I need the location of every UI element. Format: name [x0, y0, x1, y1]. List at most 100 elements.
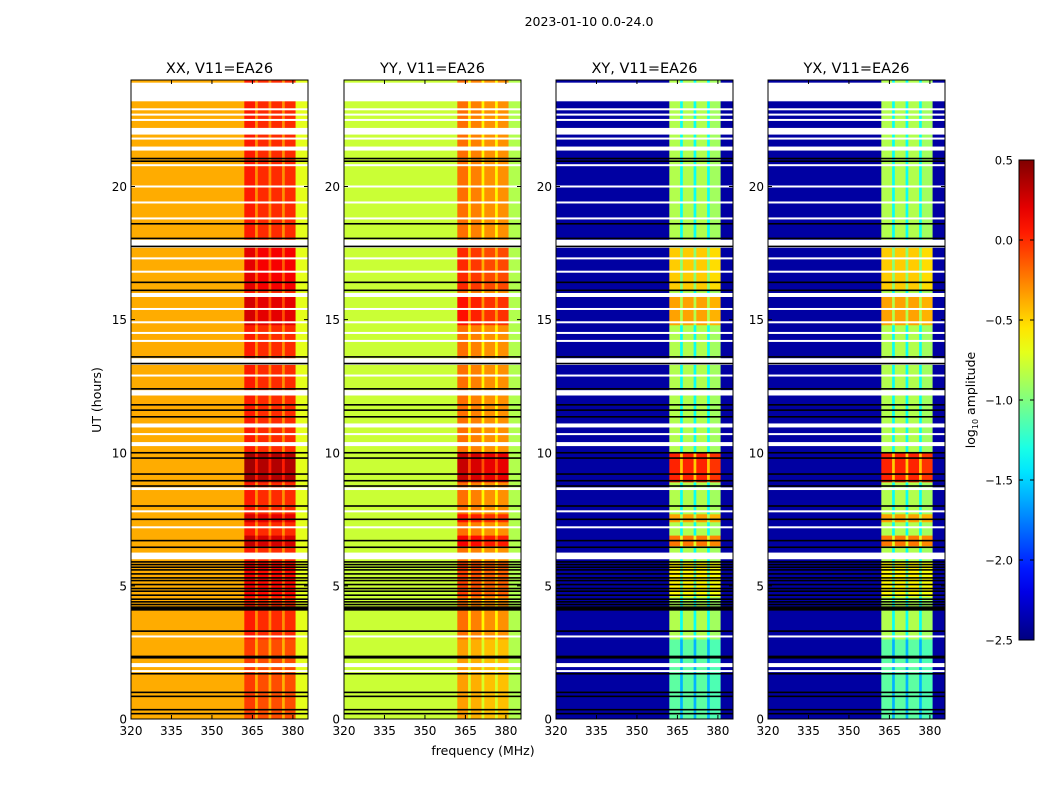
y-tick-label: 0: [756, 713, 764, 727]
x-tick-label: 320: [757, 724, 780, 738]
black-line: [556, 590, 733, 592]
heatmap-cell: [905, 596, 909, 640]
flagged-line: [344, 164, 521, 167]
heatmap-cell: [696, 247, 708, 291]
flagged-band: [131, 663, 308, 668]
flagged-line: [344, 270, 521, 273]
black-line: [344, 609, 521, 611]
heatmap-cell: [892, 639, 896, 720]
black-line: [344, 603, 521, 606]
black-line: [556, 655, 733, 658]
y-tick-label: 0: [544, 713, 552, 727]
heatmap-cell: [720, 639, 734, 720]
black-line: [131, 607, 308, 610]
flagged-line: [131, 321, 308, 324]
black-line: [556, 362, 733, 365]
heatmap-cell: [484, 513, 496, 523]
heatmap-cell: [696, 561, 708, 597]
heatmap-cell: [696, 290, 708, 294]
flagged-line: [131, 307, 308, 310]
heatmap-cell: [693, 247, 697, 291]
heatmap-cell: [268, 482, 272, 515]
heatmap-cell: [131, 452, 245, 483]
heatmap-cell: [881, 596, 893, 640]
black-line: [131, 566, 308, 569]
black-line: [344, 566, 521, 569]
heatmap-cell: [284, 521, 296, 536]
flagged-line: [556, 217, 733, 220]
heatmap-cell: [680, 452, 684, 483]
heatmap-cell: [257, 290, 269, 294]
flagged-line: [556, 433, 733, 436]
black-line: [556, 160, 733, 163]
heatmap-cell: [669, 561, 681, 597]
flagged-band: [344, 239, 521, 248]
flagged-band: [768, 82, 945, 102]
heatmap-cell: [881, 561, 893, 597]
black-line: [556, 566, 733, 569]
black-line: [344, 601, 521, 603]
flagged-band: [344, 358, 521, 365]
flagged-line: [131, 217, 308, 220]
black-line: [556, 691, 733, 694]
heatmap-cell: [908, 482, 920, 515]
black-line: [768, 655, 945, 658]
black-line: [131, 518, 308, 521]
black-line: [768, 479, 945, 482]
black-line: [556, 473, 733, 475]
heatmap-cell: [905, 639, 909, 720]
x-tick-label: 365: [666, 724, 689, 738]
flagged-band: [344, 442, 521, 447]
heatmap-cell: [680, 639, 684, 720]
flagged-band: [556, 442, 733, 447]
black-line: [556, 518, 733, 521]
y-tick-label: 10: [112, 446, 127, 460]
flagged-band: [344, 390, 521, 396]
heatmap-cell: [682, 290, 694, 294]
heatmap-cell: [131, 290, 245, 294]
heatmap-cell: [295, 521, 309, 536]
black-line: [344, 281, 521, 284]
heatmap-cell: [682, 482, 694, 515]
heatmap-cell: [669, 80, 681, 249]
heatmap-cell: [556, 596, 670, 640]
x-tick-label: 350: [837, 724, 860, 738]
flagged-band: [344, 423, 521, 428]
black-line: [344, 518, 521, 521]
heatmap-cell: [257, 247, 269, 291]
heatmap-cell: [284, 513, 296, 523]
heatmap-cell: [495, 596, 499, 640]
black-line: [768, 416, 945, 418]
heatmap-cell: [932, 290, 946, 294]
heatmap-cell: [244, 639, 256, 720]
heatmap-cell: [282, 596, 286, 640]
heatmap-cell: [905, 513, 909, 523]
heatmap-cell: [344, 596, 458, 640]
flagged-line: [556, 307, 733, 310]
black-line: [768, 518, 945, 521]
heatmap-cell: [693, 482, 697, 515]
colorbar-tick-label: −1.0: [985, 394, 1013, 408]
heatmap-cell: [497, 290, 509, 294]
heatmap-cell: [271, 596, 283, 640]
heatmap-cell: [693, 639, 697, 720]
heatmap-cell: [282, 482, 286, 515]
heatmap-cell: [881, 639, 893, 720]
black-line: [768, 601, 945, 603]
flagged-line: [768, 331, 945, 334]
black-line: [768, 539, 945, 542]
flagged-band: [556, 82, 733, 102]
heatmap-cell: [457, 596, 469, 640]
black-line: [768, 691, 945, 694]
flagged-line: [131, 257, 308, 260]
black-line: [344, 404, 521, 406]
black-line: [768, 569, 945, 571]
black-line: [344, 577, 521, 579]
heatmap-cell: [495, 513, 499, 523]
heatmap-cell: [497, 452, 509, 483]
heatmap-cell: [919, 247, 923, 291]
black-line: [344, 457, 521, 459]
heatmap-cell: [921, 521, 933, 536]
heatmap-cell: [707, 561, 711, 597]
x-tick-label: 350: [200, 724, 223, 738]
